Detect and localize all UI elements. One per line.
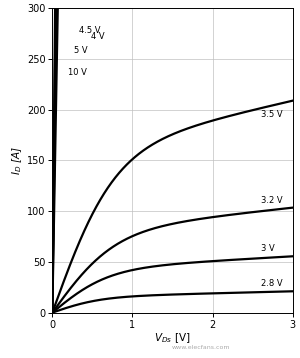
Text: 2.8 V: 2.8 V: [261, 279, 282, 288]
Text: 4 V: 4 V: [91, 32, 104, 41]
Text: 5 V: 5 V: [74, 46, 88, 55]
Text: 4.5 V: 4.5 V: [79, 26, 100, 35]
Text: www.elecfans.com: www.elecfans.com: [172, 345, 231, 350]
Text: 3 V: 3 V: [261, 244, 274, 253]
Text: 10 V: 10 V: [68, 68, 87, 77]
Text: 3.2 V: 3.2 V: [261, 197, 282, 205]
X-axis label: $V_{Ds}$ [V]: $V_{Ds}$ [V]: [154, 331, 191, 345]
Y-axis label: $I_D$ [A]: $I_D$ [A]: [10, 146, 24, 175]
Text: 3.5 V: 3.5 V: [261, 110, 282, 119]
